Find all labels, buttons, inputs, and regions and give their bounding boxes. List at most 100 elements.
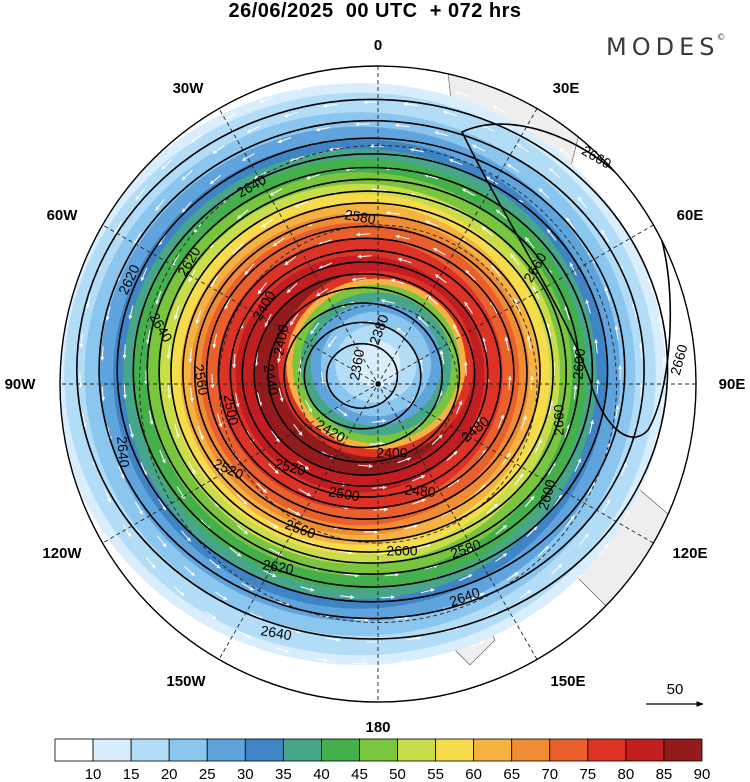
contour-line: [267, 286, 461, 463]
colorbar-tick: 75: [579, 766, 596, 782]
wind-vector: [411, 475, 426, 482]
lon-label-150e: 150E: [550, 673, 585, 690]
wind-vector: [465, 269, 476, 281]
wind-vector: [483, 611, 498, 619]
wind-vector: [263, 569, 277, 578]
wind-vector: [380, 595, 395, 600]
wind-vector: [335, 407, 348, 417]
wind-vector: [232, 243, 243, 255]
colorbar-tick: 85: [656, 766, 673, 782]
longitude-labels: 0 30E 60E 90E 120E 150E 180 150W 120W 90…: [5, 37, 746, 736]
colorbar-swatch: [359, 738, 398, 762]
contour-line: [146, 166, 594, 575]
wind-vector: [189, 387, 194, 403]
wind-vector: [574, 458, 582, 472]
wind-vector: [257, 392, 262, 407]
wind-vector: [431, 434, 443, 445]
wind-vector: [424, 173, 439, 180]
wind-vector: [472, 144, 486, 152]
wind-vector: [289, 313, 299, 326]
contour-line: [241, 261, 489, 487]
contour-label: 2580: [343, 206, 377, 227]
lon-label-120w: 120W: [42, 545, 82, 562]
brand-name: MODES: [606, 33, 720, 61]
wind-vector: [549, 167, 561, 179]
wind-vector: [173, 305, 180, 320]
wind-vector: [229, 547, 242, 557]
wind-vector: [210, 373, 215, 389]
wind-vector: [481, 226, 494, 237]
wind-vector: [565, 515, 575, 528]
wind-vector: [305, 174, 320, 180]
contour-label: 2520: [273, 455, 307, 479]
wind-vector: [235, 393, 240, 408]
wind-vector: [424, 564, 439, 570]
wind-vector: [210, 274, 219, 288]
contour-label: 2480: [404, 481, 437, 500]
colorbar-tick: 65: [503, 766, 520, 782]
wind-vector: [486, 503, 498, 514]
contour-label: 2500: [221, 393, 242, 427]
wind-vector: [318, 262, 333, 269]
wind-vector: [409, 147, 424, 153]
wind-vector: [475, 484, 487, 495]
wind-vector: [564, 305, 570, 320]
wind-vector: [212, 145, 225, 155]
wind-vector: [173, 586, 185, 596]
wind-vector: [569, 262, 577, 276]
wind-vector: [403, 524, 418, 530]
contour-line: [116, 137, 626, 603]
contour-label: 2400: [376, 445, 407, 461]
wind-vector: [471, 592, 485, 600]
wind-vector: [146, 330, 151, 345]
contour-label: 2360: [346, 348, 367, 382]
lon-label-30e: 30E: [553, 80, 580, 97]
colorbar-swatch: [549, 738, 589, 762]
wind-vector: [485, 176, 499, 185]
wind-vector: [436, 390, 443, 405]
wind-vector: [318, 239, 332, 246]
wind-vector: [190, 133, 203, 143]
wind-vector: [579, 533, 589, 546]
wind-vector: [278, 387, 284, 402]
wind-vector: [133, 231, 142, 245]
colorbar-tick: 40: [313, 766, 330, 782]
wind-vector: [548, 400, 554, 416]
wind-vector: [122, 524, 132, 538]
colorbar-swatch: [435, 738, 475, 762]
wind-vector: [415, 81, 431, 87]
wind-vector: [376, 78, 391, 83]
wind-vector: [657, 316, 662, 331]
wind-vector: [123, 384, 128, 399]
wind-vector: [310, 322, 320, 335]
wind-vector: [320, 371, 325, 387]
wind-vector: [135, 188, 145, 201]
wind-vector: [122, 344, 127, 359]
wind-vector: [564, 424, 571, 439]
wind-vector: [183, 565, 195, 577]
colorbar-tick: 55: [427, 766, 444, 782]
wind-vector: [290, 156, 304, 162]
wind-vector: [236, 524, 249, 535]
wind-vector: [620, 462, 627, 476]
wind-vector: [639, 473, 647, 488]
wind-vector: [216, 413, 223, 428]
wind-vector: [615, 404, 620, 420]
wind-vector: [294, 200, 309, 208]
contour-label: 2440: [261, 363, 282, 397]
wind-vector: [395, 123, 410, 128]
wind-vector: [369, 441, 384, 446]
wind-vector: [420, 588, 435, 594]
wind-vector: [412, 498, 426, 505]
wind-vector: [236, 494, 248, 505]
contour-label: 2600: [569, 347, 588, 380]
contour-line: [158, 178, 581, 564]
wind-vector: [395, 234, 410, 240]
height-contours: [76, 98, 672, 640]
wind-vector: [439, 350, 445, 365]
contour-label: 2640: [259, 622, 293, 643]
contour-line: [303, 321, 422, 430]
wind-vector: [155, 198, 165, 211]
wind-vector: [434, 274, 447, 284]
wind-vector: [351, 277, 366, 282]
